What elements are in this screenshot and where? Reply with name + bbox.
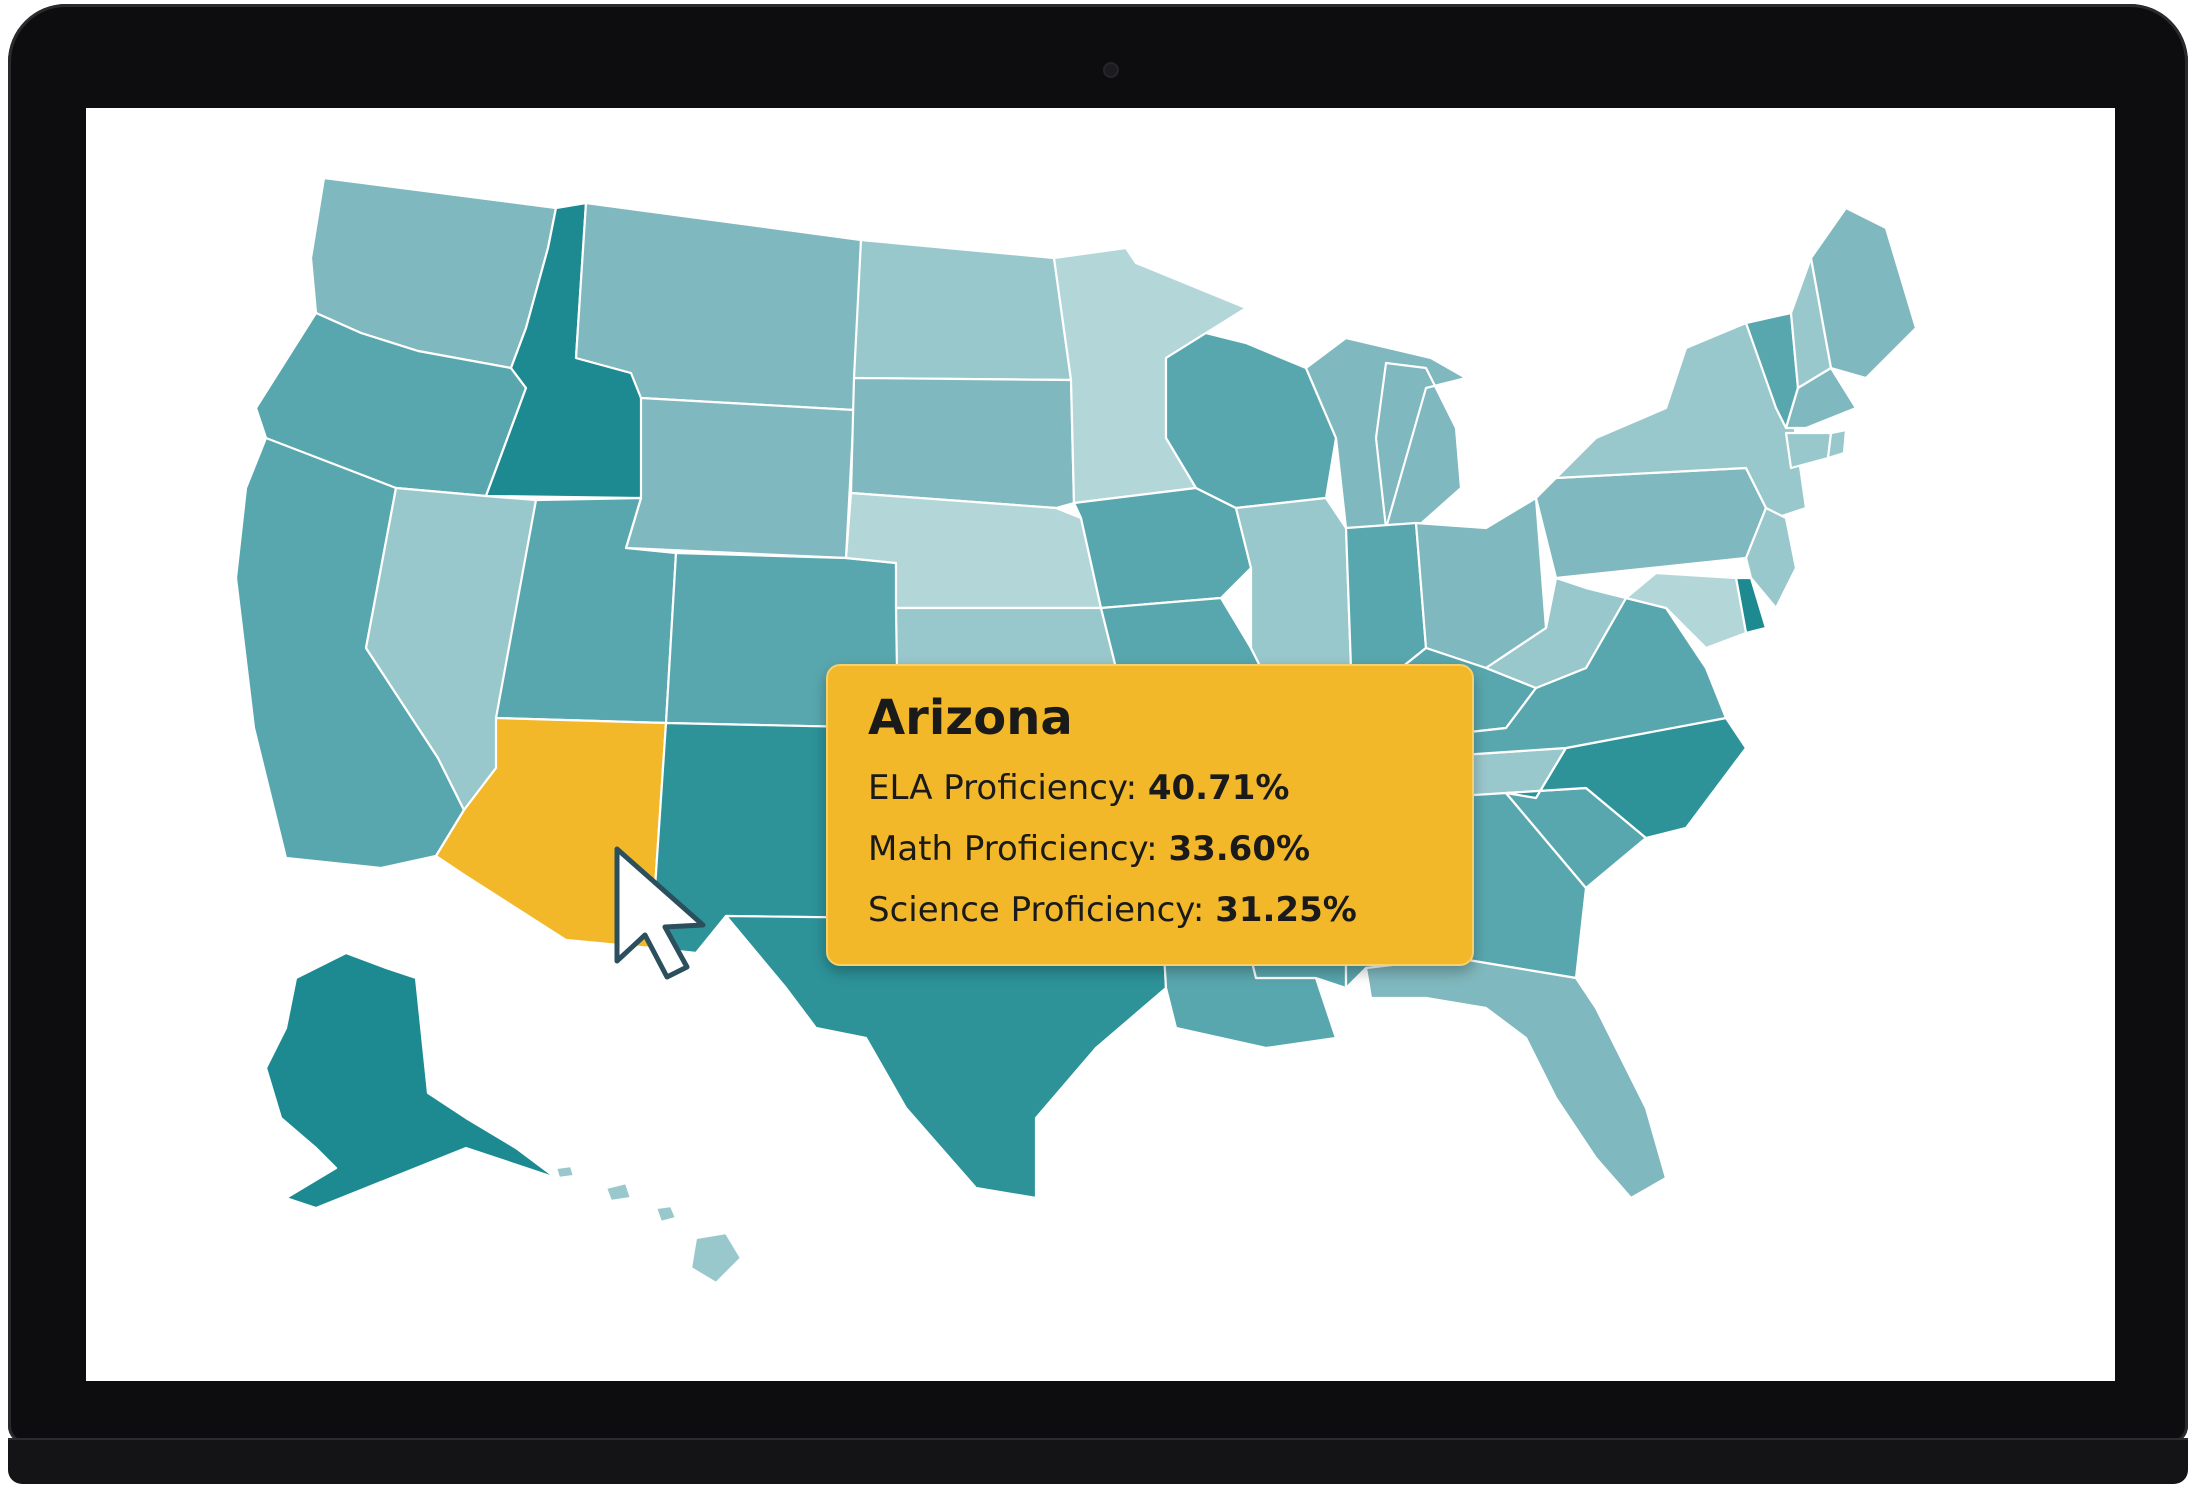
state-pennsylvania[interactable] xyxy=(1534,466,1768,580)
state-rhode-island[interactable] xyxy=(1826,428,1848,460)
tooltip-math-label: Math Proficiency: xyxy=(868,829,1158,869)
state-massachusetts[interactable] xyxy=(1784,366,1858,430)
state-maryland[interactable] xyxy=(1624,571,1748,650)
state-new-jersey[interactable] xyxy=(1744,506,1798,610)
state-iowa[interactable] xyxy=(1072,486,1253,610)
screen: Arizona ELA Proficiency: 40.71% Math Pro… xyxy=(86,108,2115,1381)
state-wyoming[interactable] xyxy=(624,396,856,560)
tooltip-science-label: Science Proficiency: xyxy=(868,890,1205,930)
state-tooltip: Arizona ELA Proficiency: 40.71% Math Pro… xyxy=(826,664,1474,966)
mouse-pointer-icon xyxy=(614,846,706,980)
state-alaska[interactable] xyxy=(264,951,558,1210)
tooltip-science-value: 31.25% xyxy=(1215,890,1357,930)
tooltip-state-name: Arizona xyxy=(868,690,1073,746)
state-florida[interactable] xyxy=(1364,956,1668,1200)
state-michigan[interactable] xyxy=(1304,336,1468,530)
tooltip-ela-label: ELA Proficiency: xyxy=(868,768,1138,808)
state-connecticut[interactable] xyxy=(1784,431,1833,470)
state-west-virginia[interactable] xyxy=(1484,576,1628,690)
state-south-dakota[interactable] xyxy=(849,376,1076,510)
tooltip-math-value: 33.60% xyxy=(1168,829,1311,869)
tooltip-row-math: Math Proficiency: 33.60% xyxy=(868,819,1472,880)
state-hawaii[interactable] xyxy=(554,1164,743,1285)
webcam-icon xyxy=(1105,64,1117,76)
laptop-base xyxy=(8,1438,2188,1484)
tooltip-row-ela: ELA Proficiency: 40.71% xyxy=(868,758,1472,819)
state-wisconsin[interactable] xyxy=(1164,331,1338,510)
tooltip-ela-value: 40.71% xyxy=(1147,768,1290,808)
tooltip-row-science: Science Proficiency: 31.25% xyxy=(868,880,1472,941)
state-north-dakota[interactable] xyxy=(852,238,1073,382)
